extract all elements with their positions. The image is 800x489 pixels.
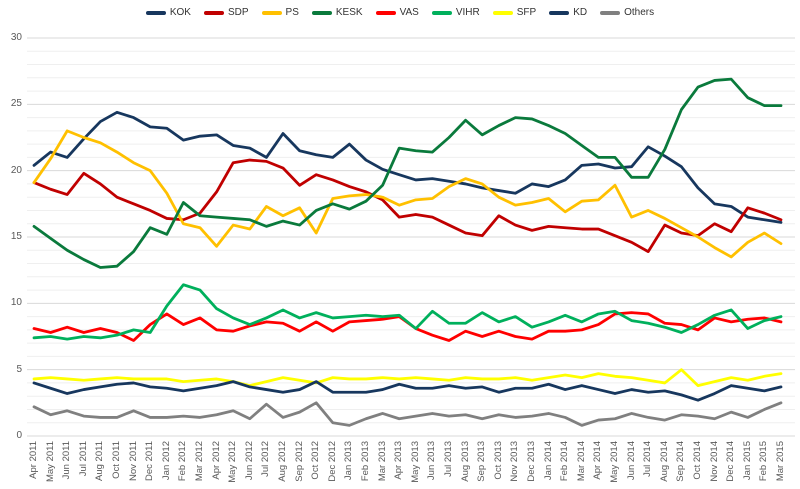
x-axis-label: Jan 2014: [542, 441, 554, 481]
legend-label: SFP: [516, 7, 537, 18]
series-line-SDP: [32, 158, 783, 253]
legend-line-swatch: [431, 11, 452, 15]
legend-label: KD: [573, 7, 588, 18]
y-axis-label: 0: [16, 430, 22, 441]
legend-line-swatch: [145, 11, 166, 15]
x-axis-label: Jan 2012: [160, 441, 172, 481]
x-axis-label: Sep 2012: [293, 441, 305, 482]
y-axis-label: 15: [10, 230, 22, 242]
legend-line-swatch: [549, 11, 570, 15]
y-axis-label: 25: [10, 98, 22, 110]
legend-label: PS: [285, 7, 299, 18]
legend-item-PS: PS: [261, 7, 299, 18]
legend-item-KD: KD: [549, 8, 587, 18]
x-axis-label: Jun 2013: [426, 441, 438, 481]
legend-line-swatch: [203, 11, 224, 15]
series-line-PS: [32, 129, 783, 259]
x-axis-label: Aug 2011: [94, 441, 106, 481]
x-axis-label: Jun 2011: [61, 441, 73, 480]
x-axis-label: Aug 2013: [459, 441, 471, 482]
legend-line-swatch: [600, 11, 621, 15]
x-axis-label: Feb 2012: [177, 441, 189, 482]
chart-legend: KOK SDP PS KESK VAS VIHR SFP KD Others: [0, 8, 800, 18]
x-axis-label: Jan 2013: [343, 441, 355, 481]
legend-item-SFP: SFP: [492, 7, 537, 18]
series-line-KOK: [32, 110, 783, 224]
x-axis-label: Jul 2011: [77, 441, 89, 477]
legend-item-VIHR: VIHR: [431, 7, 480, 18]
x-axis-label: Mar 2015: [775, 441, 786, 482]
y-axis-label: 30: [10, 31, 22, 43]
x-axis-label: Sep 2014: [675, 441, 687, 482]
y-axis-label: 20: [10, 164, 22, 176]
x-axis-label: Sep 2013: [476, 441, 488, 482]
x-axis-label: Mar 2012: [194, 441, 205, 482]
legend-line-swatch: [261, 11, 282, 15]
series-line-Others: [32, 401, 783, 427]
x-axis-label: Dec 2013: [526, 441, 537, 482]
legend-item-KESK: KESK: [311, 7, 363, 18]
x-axis-label: Feb 2014: [559, 441, 571, 482]
x-axis-label: Oct 2011: [111, 441, 122, 479]
x-axis-label: Nov 2011: [127, 441, 139, 481]
legend-label: VIHR: [455, 7, 480, 18]
legend-label: VAS: [399, 7, 419, 18]
legend-item-VAS: VAS: [375, 7, 419, 18]
x-axis-label: Nov 2014: [708, 441, 720, 482]
x-axis-label: Oct 2013: [492, 441, 504, 480]
legend-line-swatch: [311, 11, 332, 15]
x-axis-label: Feb 2013: [360, 441, 371, 482]
x-axis-label: May 2012: [227, 441, 239, 483]
x-axis-label: May 2011: [44, 441, 56, 483]
x-axis-label: May 2014: [609, 441, 620, 483]
x-axis-label: Apr 2014: [592, 441, 604, 480]
x-axis-label: May 2013: [409, 441, 421, 483]
legend-label: Others: [624, 7, 655, 18]
x-axis-label: Apr 2013: [393, 441, 405, 480]
legend-line-swatch: [375, 11, 396, 15]
x-axis-label: Jun 2012: [243, 441, 255, 481]
y-axis-label: 5: [16, 363, 22, 375]
x-axis-label: Apr 2012: [210, 441, 222, 480]
x-axis-label: Aug 2014: [658, 441, 670, 482]
series-line-KESK: [32, 77, 783, 269]
series-line-SFP: [32, 368, 783, 387]
series-line-VIHR: [32, 283, 783, 341]
legend-label: SDP: [227, 7, 249, 18]
x-axis-label: Feb 2015: [758, 441, 770, 482]
x-axis-label: Jul 2012: [260, 441, 272, 477]
x-axis-label: Mar 2013: [376, 441, 388, 482]
x-axis-label: Jul 2013: [443, 441, 454, 477]
x-axis-label: Oct 2014: [692, 441, 703, 480]
x-axis-label: Jan 2015: [741, 441, 753, 481]
legend-item-KOK: KOK: [145, 7, 191, 18]
series-line-KD: [32, 380, 783, 402]
x-axis-label: Apr 2011: [28, 441, 39, 479]
legend-line-swatch: [492, 11, 513, 15]
x-axis-label: Dec 2011: [144, 441, 156, 481]
legend-label: KOK: [169, 7, 191, 18]
x-axis-label: Mar 2014: [575, 441, 587, 482]
x-axis-label: Dec 2012: [326, 441, 338, 482]
x-axis-label: Dec 2014: [725, 441, 737, 482]
x-axis-label: Jun 2014: [625, 441, 637, 481]
legend-label: KESK: [335, 7, 363, 18]
y-axis-label: 10: [10, 297, 22, 309]
x-axis-label: Nov 2013: [509, 441, 521, 482]
x-axis-label: Aug 2012: [277, 441, 288, 482]
x-axis-label: Jul 2014: [642, 441, 654, 477]
legend-item-SDP: SDP: [203, 7, 249, 18]
x-axis-label: Oct 2012: [310, 441, 322, 480]
legend-item-Others: Others: [600, 8, 654, 18]
